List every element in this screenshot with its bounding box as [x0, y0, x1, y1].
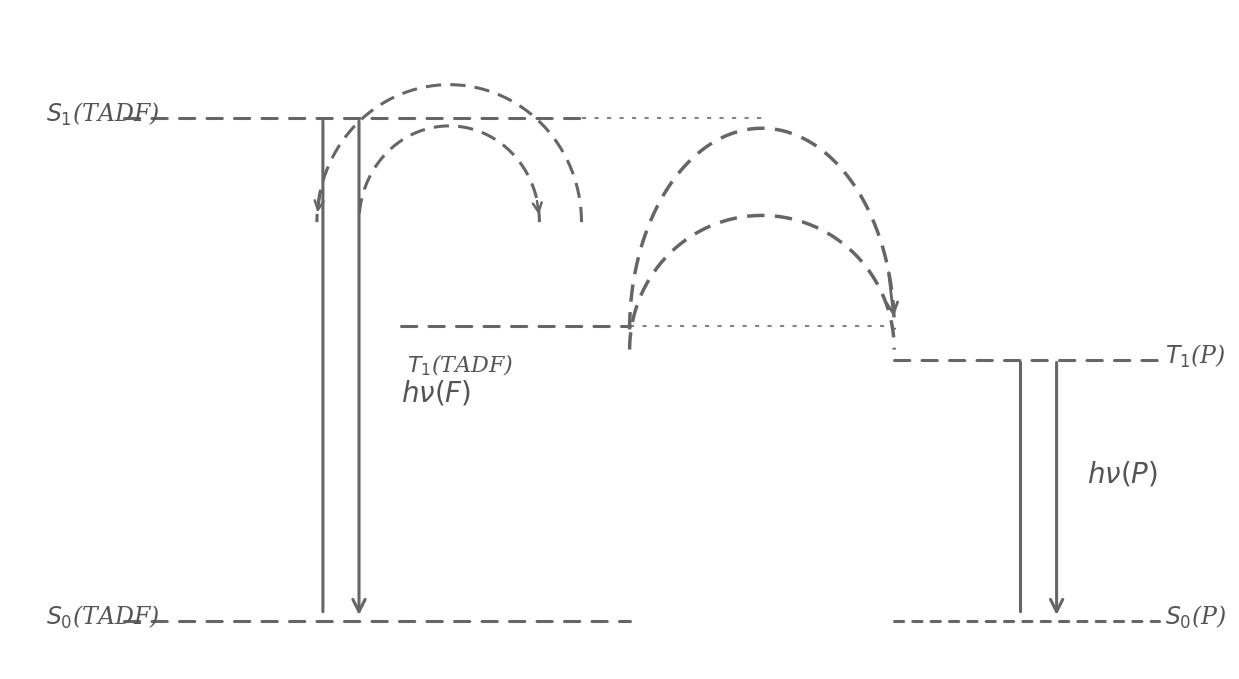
Text: $T_1$(TADF): $T_1$(TADF) — [408, 353, 514, 378]
Text: $h\nu(P)$: $h\nu(P)$ — [1087, 459, 1157, 488]
Text: $S_1$(TADF): $S_1$(TADF) — [46, 101, 160, 128]
Text: $S_0$(TADF): $S_0$(TADF) — [46, 604, 160, 631]
Text: $T_1$(P): $T_1$(P) — [1165, 343, 1225, 370]
Text: $h\nu(F)$: $h\nu(F)$ — [401, 379, 471, 407]
Text: $S_0$(P): $S_0$(P) — [1165, 604, 1227, 631]
